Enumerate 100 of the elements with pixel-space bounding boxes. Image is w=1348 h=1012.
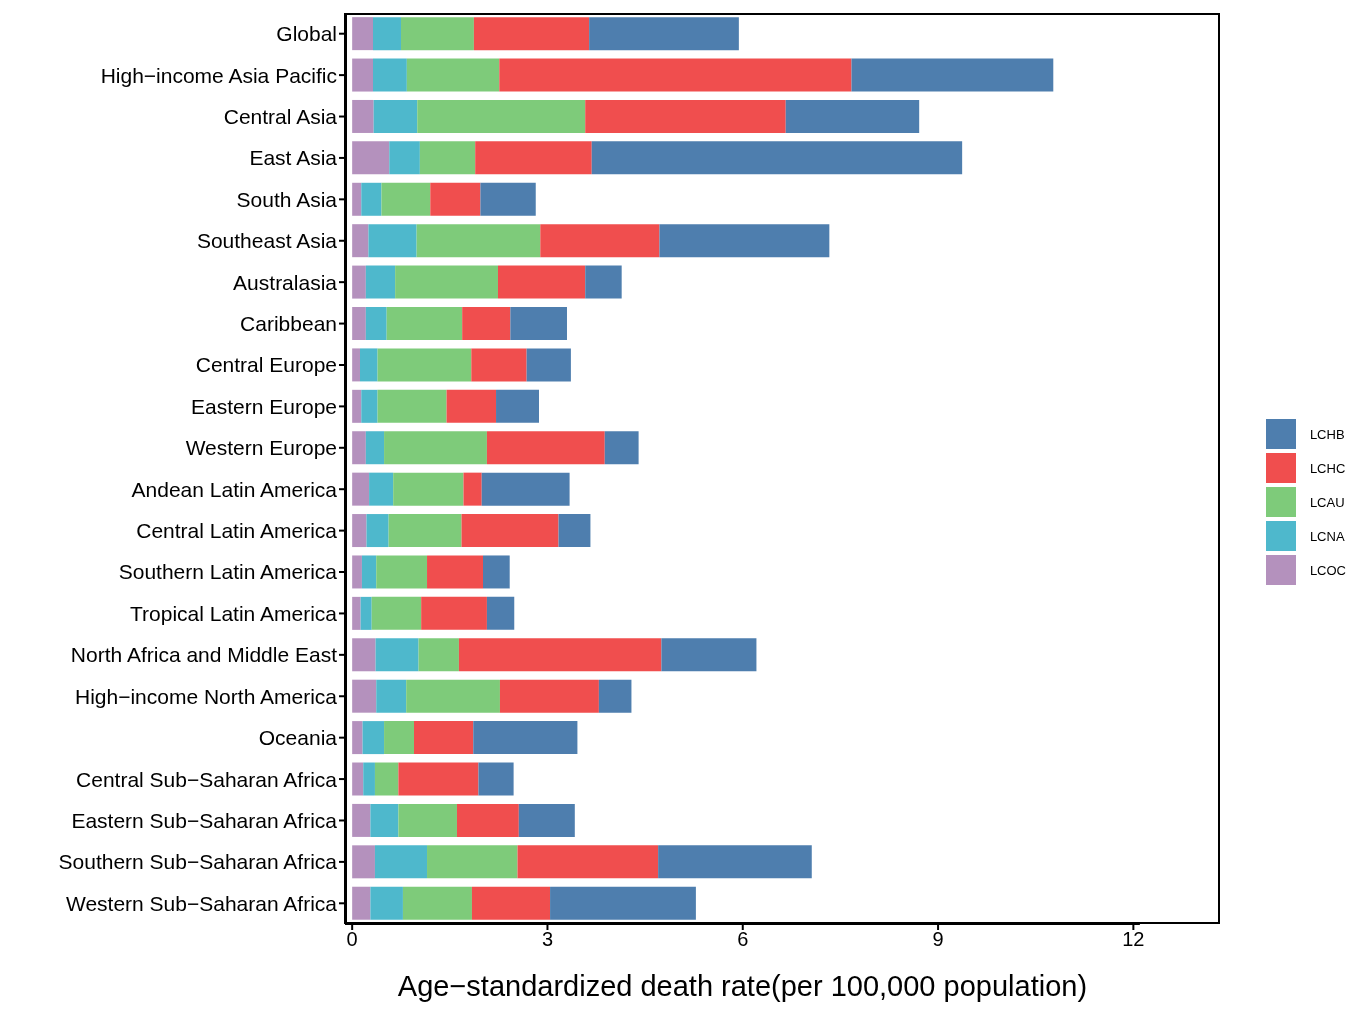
bar bbox=[658, 845, 812, 879]
bar bbox=[361, 389, 378, 423]
bar bbox=[510, 307, 567, 340]
bar bbox=[418, 638, 459, 672]
y-tick-label: Southeast Asia bbox=[196, 229, 338, 253]
y-tick-label: North Africa and Middle East bbox=[70, 643, 338, 667]
bar bbox=[352, 58, 373, 92]
y-tick-label: Central Europe bbox=[195, 353, 337, 377]
bar bbox=[419, 141, 476, 175]
x-tick-label: 3 bbox=[541, 928, 554, 951]
bar bbox=[352, 141, 390, 175]
bar bbox=[352, 803, 371, 837]
bar bbox=[352, 555, 362, 589]
bar bbox=[585, 265, 622, 299]
y-tick-label: Caribbean bbox=[240, 312, 337, 336]
bar bbox=[361, 182, 382, 216]
y-tick-label: Central Latin America bbox=[136, 519, 338, 543]
y-tick-label: Andean Latin America bbox=[131, 477, 338, 501]
bar bbox=[427, 555, 484, 589]
bar bbox=[352, 307, 366, 340]
bar bbox=[370, 886, 403, 920]
y-tick-label: Oceania bbox=[258, 726, 338, 750]
bar bbox=[352, 762, 364, 796]
bar bbox=[352, 431, 366, 465]
y-tick-label: Central Sub−Saharan Africa bbox=[76, 767, 338, 791]
bar bbox=[598, 679, 632, 713]
bar bbox=[589, 17, 739, 51]
bar bbox=[362, 721, 385, 755]
bar bbox=[585, 99, 786, 133]
bar bbox=[374, 762, 399, 796]
bar bbox=[478, 762, 514, 796]
legend-label: LCAU bbox=[1309, 494, 1345, 510]
bar bbox=[369, 472, 394, 506]
bar bbox=[352, 17, 373, 51]
bar bbox=[785, 99, 920, 133]
bar bbox=[540, 224, 660, 258]
y-tick-label: Western Sub−Saharan Africa bbox=[65, 891, 338, 915]
bar bbox=[381, 182, 431, 216]
y-tick-label: Eastern Sub−Saharan Africa bbox=[71, 808, 338, 832]
bar bbox=[359, 348, 378, 382]
bar bbox=[361, 555, 377, 589]
bar bbox=[402, 886, 472, 920]
bar bbox=[352, 224, 369, 258]
bar bbox=[480, 182, 536, 216]
bar bbox=[550, 886, 696, 920]
bar bbox=[406, 58, 500, 92]
bar bbox=[352, 265, 366, 299]
y-tick-label: High−income Asia Pacific bbox=[100, 63, 337, 87]
bar bbox=[352, 679, 377, 713]
bar bbox=[372, 58, 407, 92]
bar bbox=[352, 596, 361, 630]
bar bbox=[352, 886, 371, 920]
legend-label: LCHB bbox=[1309, 426, 1345, 442]
bar bbox=[526, 348, 571, 382]
y-tick-label: Tropical Latin America bbox=[130, 601, 338, 625]
legend-label: LCOC bbox=[1309, 562, 1346, 578]
bar bbox=[499, 58, 852, 92]
bar bbox=[463, 472, 482, 506]
bar bbox=[558, 514, 591, 548]
y-tick-label: East Asia bbox=[249, 146, 338, 170]
bar bbox=[371, 596, 422, 630]
bar bbox=[374, 845, 428, 879]
bar bbox=[446, 389, 497, 423]
bar bbox=[473, 721, 578, 755]
x-tick-label: 0 bbox=[346, 928, 358, 951]
bar bbox=[365, 431, 385, 465]
bar bbox=[414, 721, 474, 755]
x-tick-label: 6 bbox=[737, 928, 749, 951]
bar bbox=[352, 472, 370, 506]
bar bbox=[398, 803, 457, 837]
bar bbox=[366, 514, 389, 548]
bar bbox=[376, 555, 428, 589]
bar bbox=[496, 389, 539, 423]
bar bbox=[388, 514, 462, 548]
bar bbox=[430, 182, 481, 216]
bar bbox=[365, 265, 396, 299]
bar bbox=[473, 17, 590, 51]
bar bbox=[398, 762, 479, 796]
bar bbox=[373, 99, 418, 133]
bar bbox=[518, 803, 575, 837]
bar bbox=[427, 845, 518, 879]
bar bbox=[406, 679, 500, 713]
bar bbox=[661, 638, 757, 672]
bar bbox=[365, 307, 387, 340]
bar bbox=[352, 389, 362, 423]
bar bbox=[486, 596, 515, 630]
y-tick-label: Global bbox=[276, 22, 337, 46]
bar bbox=[417, 99, 586, 133]
y-tick-label: High−income North America bbox=[74, 684, 338, 708]
bar bbox=[393, 472, 464, 506]
bar bbox=[377, 389, 447, 423]
y-tick-label: South Asia bbox=[236, 187, 338, 211]
bar bbox=[352, 99, 374, 133]
bar bbox=[352, 514, 367, 548]
bar bbox=[352, 638, 376, 672]
bar bbox=[486, 431, 605, 465]
x-tick-label: 9 bbox=[932, 928, 944, 951]
bar bbox=[363, 762, 375, 796]
bar bbox=[591, 141, 963, 175]
bar bbox=[456, 803, 519, 837]
